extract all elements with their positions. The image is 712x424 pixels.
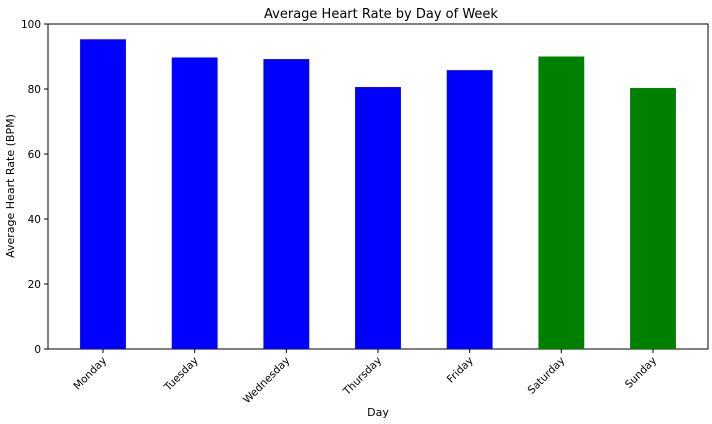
x-tick-label-thursday: Thursday [340,355,384,399]
y-tick-label: 80 [28,84,41,96]
x-axis-label: Day [367,406,389,419]
bar-monday [80,39,126,350]
y-axis: 0 20 40 60 80 100 [21,19,48,356]
y-tick-label: 40 [28,214,41,226]
chart-title: Average Heart Rate by Day of Week [264,7,498,22]
x-tick-label-wednesday: Wednesday [241,355,292,406]
bar-thursday [355,87,401,350]
bar-wednesday [263,59,310,349]
x-tick-label-saturday: Saturday [526,355,568,397]
y-axis-label: Average Heart Rate (BPM) [4,114,17,258]
x-tick-label-tuesday: Tuesday [161,355,200,394]
y-tick-label: 0 [34,344,41,356]
bar-sunday [630,88,676,350]
bars [80,39,676,350]
x-tick-label-sunday: Sunday [623,355,659,391]
y-tick-label: 100 [21,19,41,31]
x-axis: Monday Tuesday Wednesday Thursday Friday Satu… [71,349,659,406]
bar-friday [446,70,493,350]
x-tick-label-monday: Monday [71,355,109,393]
y-tick-label: 20 [28,279,41,291]
x-tick-label-friday: Friday [445,355,476,386]
bar-saturday [538,56,585,349]
y-tick-label: 60 [28,149,41,161]
bar-tuesday [171,57,218,349]
